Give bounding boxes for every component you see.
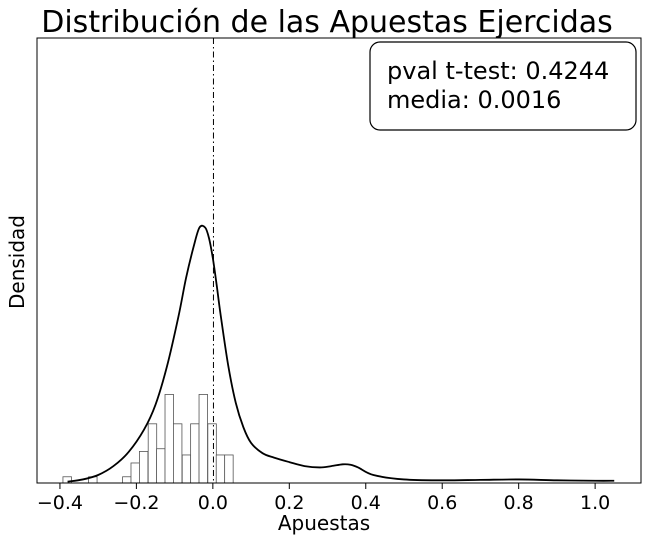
- histogram-bar-11: [198, 394, 208, 484]
- x-tick-label: 0.2: [274, 492, 304, 514]
- annotation-frame: [369, 41, 637, 131]
- kde-curve: [67, 224, 615, 483]
- x-tick-label: −0.4: [37, 492, 83, 514]
- chart-title: Distribución de las Apuestas Ejercidas: [41, 5, 613, 40]
- annotation-mean: media: 0.0016: [387, 86, 561, 114]
- x-tick-label: 0.8: [504, 492, 534, 514]
- histogram-bar-6: [156, 448, 166, 484]
- histogram-bar-12: [207, 423, 217, 484]
- histogram-bar-3: [130, 462, 140, 484]
- histogram-bar-14: [224, 454, 234, 484]
- stats-annotation: pval t-test: 0.4244 media: 0.0016: [369, 41, 637, 131]
- histogram-bar-4: [139, 451, 149, 484]
- x-tick-label: 0.0: [198, 492, 228, 514]
- y-axis-label: Densidad: [5, 215, 29, 309]
- x-tick-label: −0.2: [113, 492, 159, 514]
- x-tick-label: 0.6: [427, 492, 457, 514]
- plot-frame: [36, 37, 642, 484]
- histogram-bar-7: [164, 394, 174, 484]
- histogram-bar-10: [190, 423, 200, 484]
- histogram-bar-2: [122, 476, 132, 484]
- plot-area: −0.4 −0.2 0.0 0.2 0.4 0.6 0.8 1.0: [36, 37, 642, 514]
- annotation-pval: pval t-test: 0.4244: [387, 57, 609, 85]
- x-tick-label: 1.0: [580, 492, 610, 514]
- x-tick-label: 0.4: [351, 492, 381, 514]
- histogram-bar-9: [181, 454, 192, 484]
- histogram-bar-5: [147, 423, 158, 484]
- histogram-bar-13: [215, 454, 226, 484]
- x-axis-label: Apuestas: [278, 511, 370, 535]
- histogram-bar-8: [173, 423, 183, 484]
